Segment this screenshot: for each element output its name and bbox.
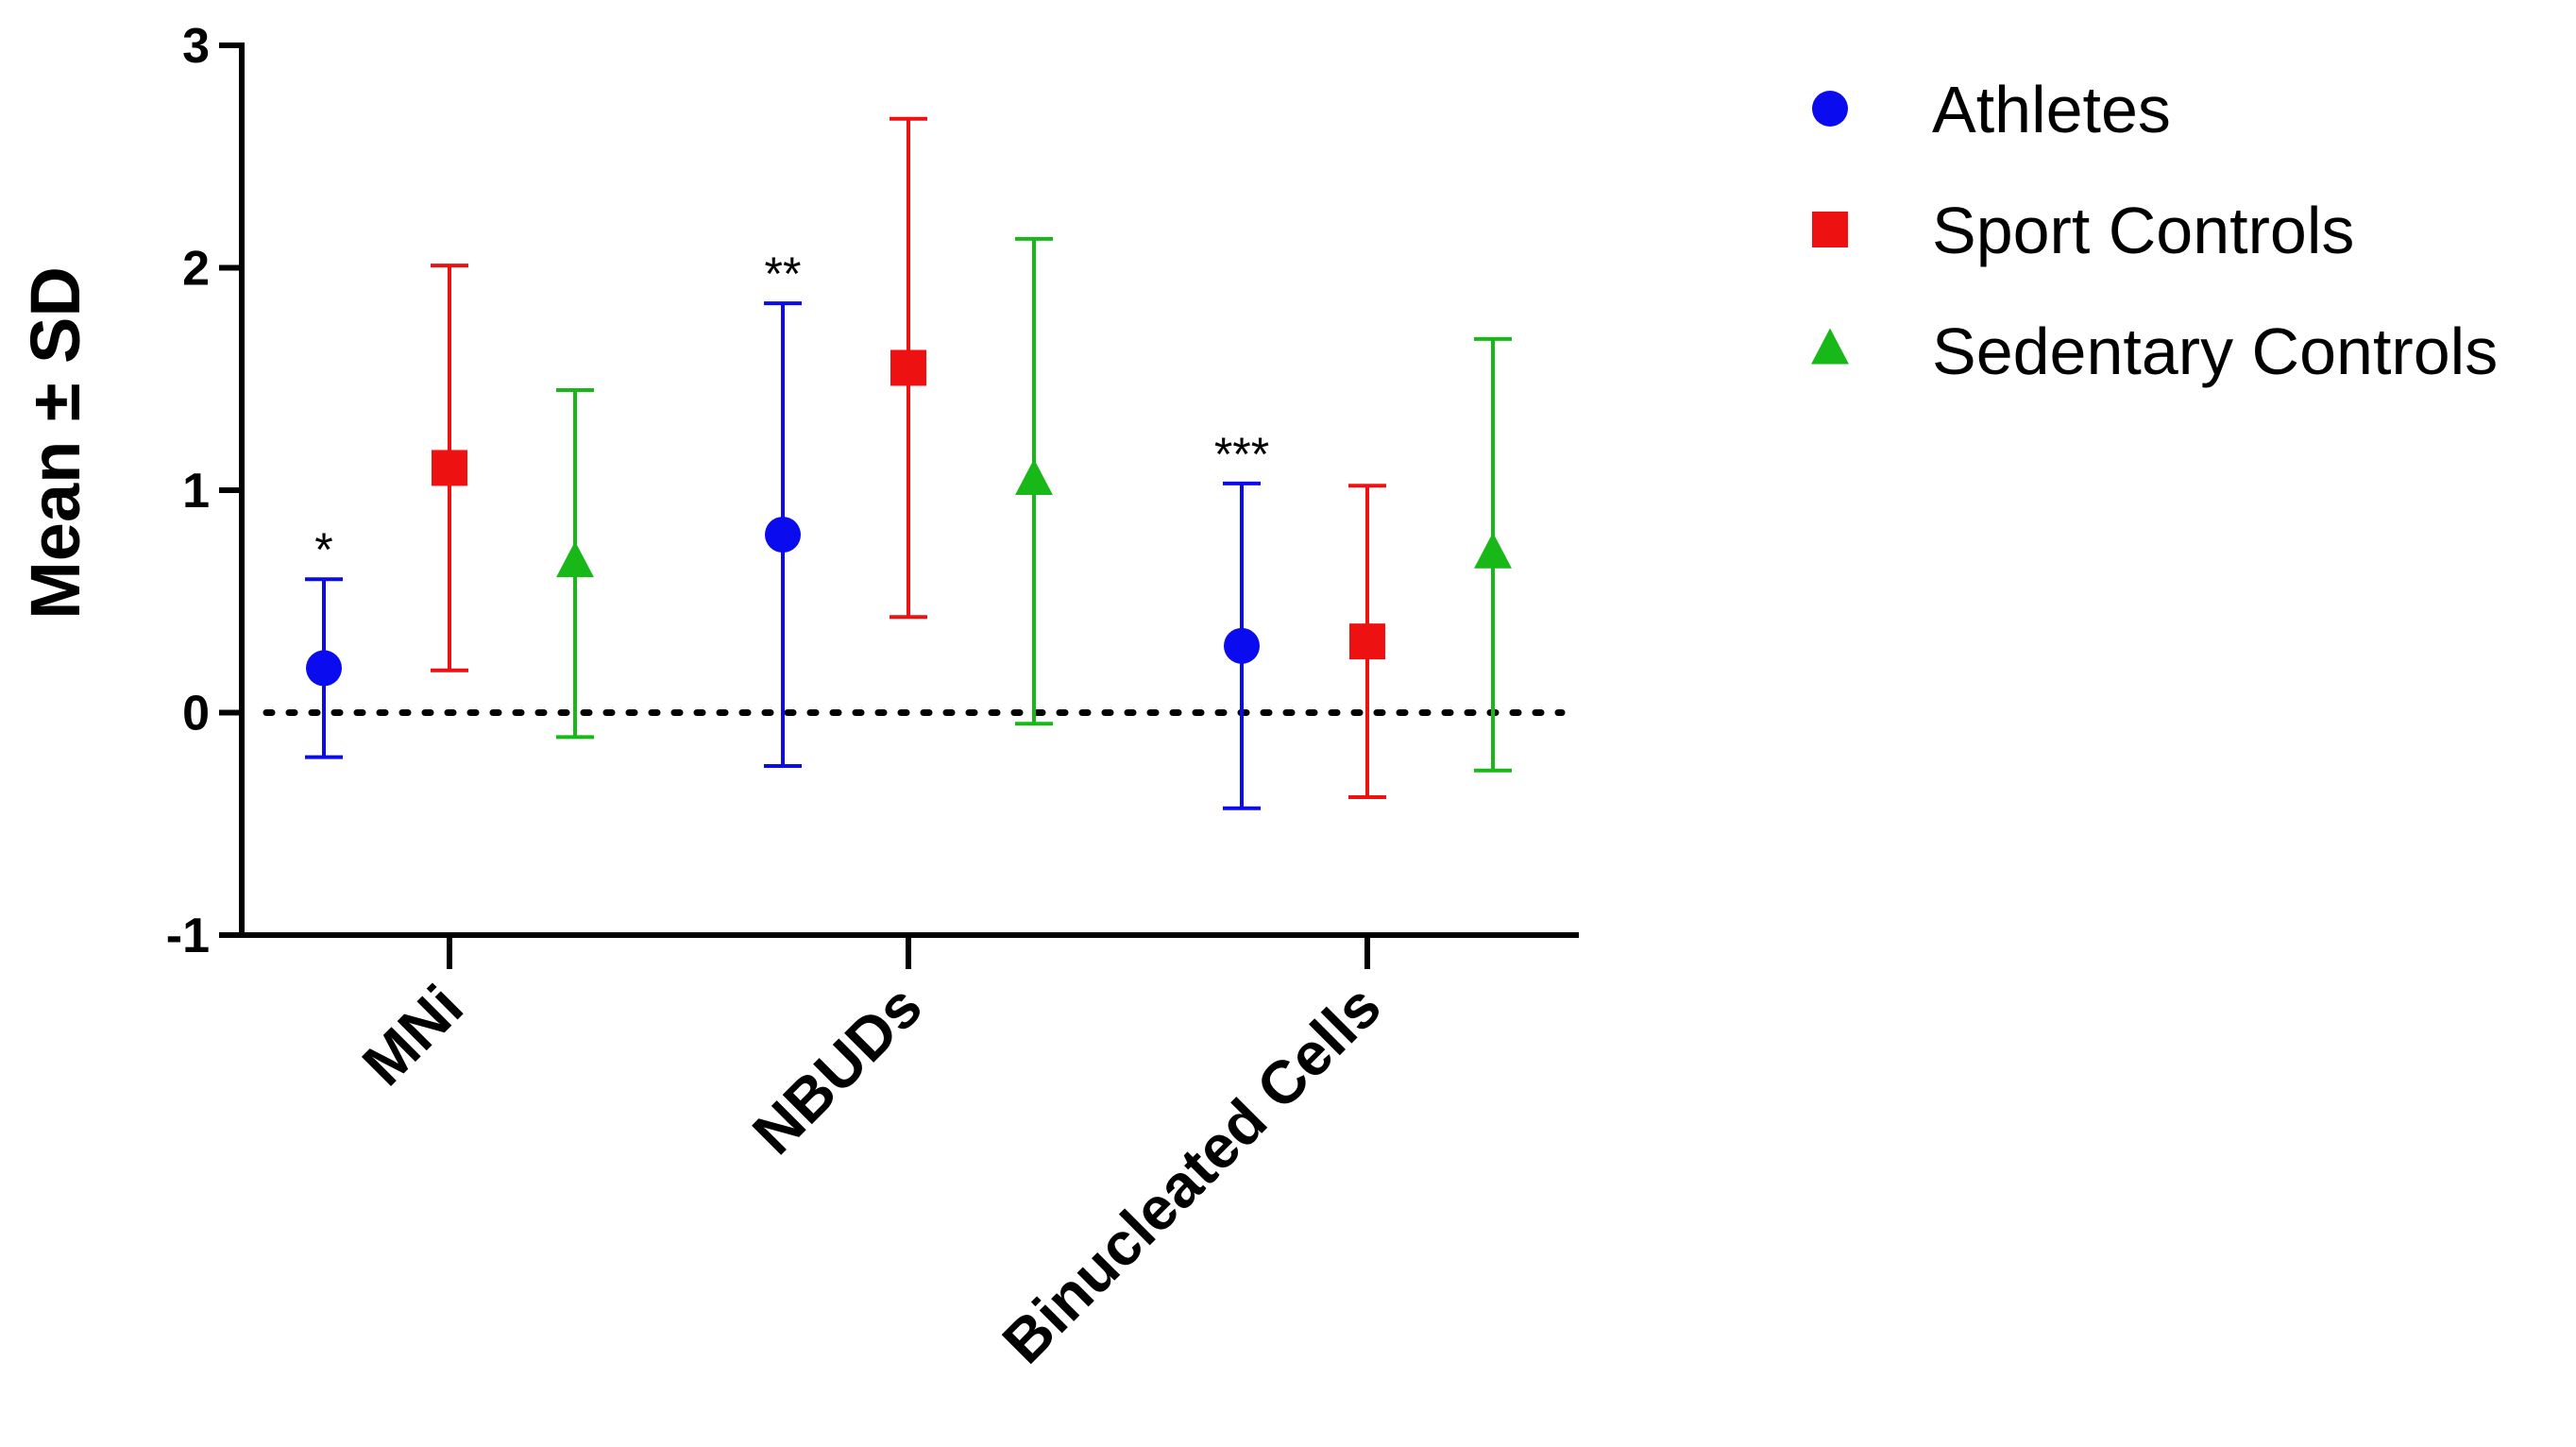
- series-sedentary-controls: [556, 236, 1512, 773]
- data-point-sedentary-controls-nbuds: [1015, 459, 1053, 496]
- legend-label: Sedentary Controls: [1932, 315, 2498, 388]
- y-tick-label: -1: [166, 909, 210, 963]
- significance-annotations: ******: [314, 247, 1269, 576]
- y-tick-label: 0: [182, 687, 210, 741]
- legend-item-athletes: Athletes: [1812, 73, 2171, 146]
- significance-marker: **: [765, 247, 802, 300]
- series-athletes: [305, 301, 1261, 810]
- y-tick-label: 2: [182, 242, 210, 297]
- legend-marker-athletes: [1812, 91, 1848, 127]
- data-point-athletes-nbuds: [765, 517, 801, 553]
- y-tick-label: 3: [182, 19, 210, 74]
- legend-item-sport-controls: Sport Controls: [1812, 194, 2354, 267]
- x-tick-label-nbuds: NBUDs: [739, 972, 935, 1167]
- y-axis-label: Mean ± SD: [16, 266, 94, 620]
- data-point-athletes-mni: [306, 650, 342, 687]
- legend-marker-sedentary-controls: [1811, 328, 1849, 365]
- series-layer: [305, 116, 1512, 810]
- y-axis: -1 0 1 2 3: [166, 19, 245, 963]
- legend-item-sedentary-controls: Sedentary Controls: [1811, 315, 2498, 388]
- data-point-sport-controls-nbuds: [890, 349, 926, 386]
- significance-marker: ***: [1214, 428, 1269, 481]
- x-axis: MNi NBUDs Binucleated Cells: [239, 932, 1579, 1376]
- legend-marker-sport-controls: [1812, 212, 1848, 247]
- data-point-sedentary-controls-mni: [556, 541, 594, 578]
- legend-label: Sport Controls: [1932, 194, 2354, 267]
- data-point-athletes-binucleated-cells: [1224, 627, 1260, 664]
- data-point-sedentary-controls-binucleated-cells: [1474, 532, 1512, 569]
- series-sport-controls: [431, 116, 1386, 799]
- x-tick-label-binucleated-cells: Binucleated Cells: [990, 972, 1394, 1376]
- data-point-sport-controls-binucleated-cells: [1349, 623, 1385, 660]
- y-tick-label: 1: [182, 464, 210, 519]
- x-tick-label-mni: MNi: [349, 972, 476, 1098]
- data-point-sport-controls-mni: [432, 450, 467, 486]
- legend-label: Athletes: [1932, 73, 2171, 146]
- significance-marker: *: [314, 523, 332, 576]
- legend: Athletes Sport Controls Sedentary Controls: [1811, 73, 2498, 388]
